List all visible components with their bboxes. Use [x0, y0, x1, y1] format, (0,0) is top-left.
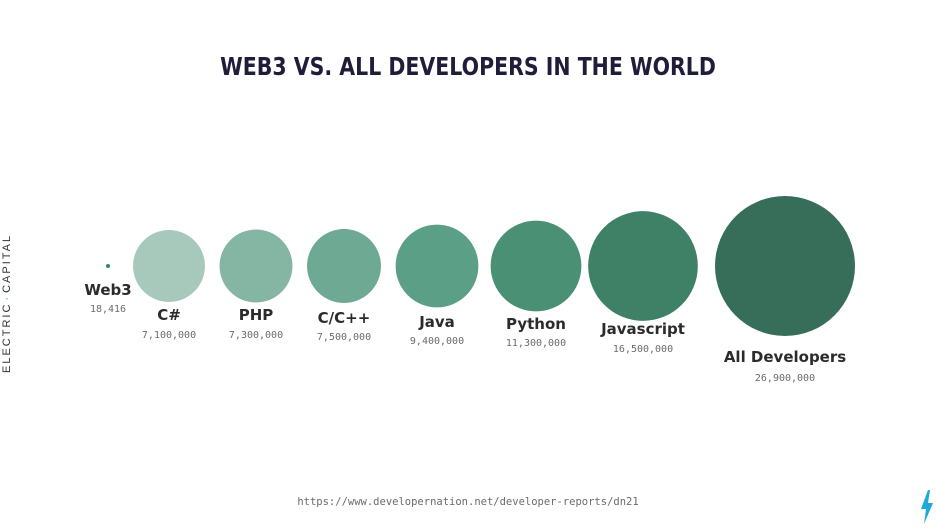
- value-label-php: 7,300,000: [229, 330, 283, 341]
- value-label-python: 11,300,000: [506, 338, 566, 349]
- bubble-javascript: [588, 211, 698, 321]
- bubble-c: [133, 230, 205, 302]
- source-url: https://www.developernation.net/develope…: [297, 496, 639, 508]
- label-web3: Web3: [84, 281, 131, 299]
- label-all-developers: All Developers: [724, 348, 846, 366]
- value-label-all-developers: 26,900,000: [755, 373, 815, 384]
- bubble-c-c: [307, 229, 381, 303]
- bubble-web3: [106, 264, 110, 268]
- bubble-python: [490, 220, 582, 312]
- label-javascript: Javascript: [600, 320, 685, 338]
- value-label-c: 7,100,000: [142, 330, 196, 341]
- label-java: Java: [418, 313, 455, 331]
- value-label-java: 9,400,000: [410, 336, 464, 347]
- bubble-java: [395, 224, 479, 308]
- bubble-all-developers: [715, 196, 855, 336]
- value-label-javascript: 16,500,000: [613, 344, 673, 355]
- chart-title: WEB3 VS. ALL DEVELOPERS IN THE WORLD: [220, 52, 716, 81]
- label-c-c: C/C++: [318, 309, 371, 327]
- label-c: C#: [157, 306, 181, 324]
- value-label-web3: 18,416: [90, 304, 126, 315]
- label-php: PHP: [239, 306, 274, 324]
- value-label-c-c: 7,500,000: [317, 332, 371, 343]
- label-python: Python: [506, 315, 566, 333]
- lightning-bolt-icon: [921, 490, 933, 524]
- bubble-php: [219, 229, 293, 303]
